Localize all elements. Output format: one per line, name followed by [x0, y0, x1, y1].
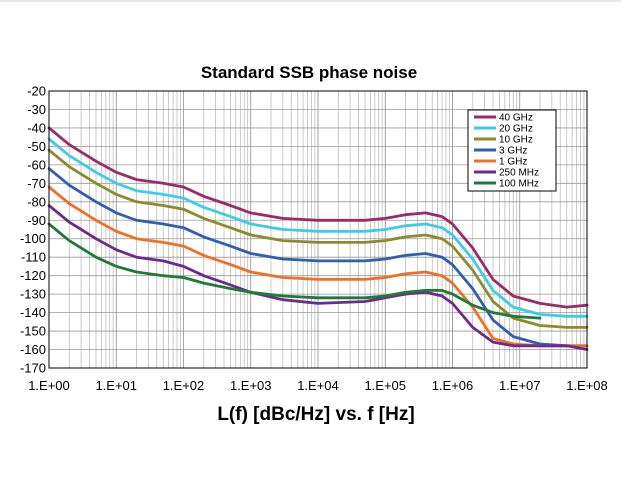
series-line-1-ghz: [47, 185, 589, 348]
legend-label: 1 GHz: [499, 157, 527, 168]
y-tick-label: -140: [20, 305, 46, 320]
y-tick-label: -80: [27, 194, 46, 209]
series-lines: [47, 126, 589, 351]
top-divider: [0, 0, 621, 2]
x-tick-label: 1.E+00: [28, 378, 70, 393]
y-tick-label: -20: [27, 84, 46, 99]
x-tick-label: 1.E+01: [95, 378, 137, 393]
legend-label: 250 MHz: [499, 168, 539, 179]
legend-label: 20 GHz: [499, 124, 533, 135]
series-line-250-mhz: [47, 204, 589, 351]
y-tick-label: -120: [20, 268, 46, 283]
legend-label: 3 GHz: [499, 146, 527, 157]
grid: [48, 90, 587, 369]
series-line-3-ghz: [47, 167, 589, 348]
y-tick-label: -30: [27, 102, 46, 117]
legend-label: 40 GHz: [499, 113, 533, 124]
y-tick-label: -70: [27, 176, 46, 191]
y-tick-label: -170: [20, 361, 46, 376]
series-line-20-ghz: [47, 137, 589, 318]
x-tick-label: 1.E+06: [432, 378, 474, 393]
legend-label: 100 MHz: [499, 179, 539, 190]
series-line-100-mhz: [47, 222, 542, 320]
x-tick-label: 1.E+02: [163, 378, 205, 393]
y-tick-label: -130: [20, 287, 46, 302]
y-tick-label: -160: [20, 342, 46, 357]
chart-title: Standard SSB phase noise: [201, 63, 417, 82]
y-tick-label: -150: [20, 324, 46, 339]
y-tick-label: -50: [27, 139, 46, 154]
x-tick-label: 1.E+07: [499, 378, 541, 393]
y-tick-label: -60: [27, 157, 46, 172]
x-tick-label: 1.E+03: [230, 378, 272, 393]
x-tick-label: 1.E+05: [364, 378, 406, 393]
x-axis-ticks: 1.E+00 1.E+01 1.E+02 1.E+03 1.E+04 1.E+05 1.E+…: [28, 378, 608, 393]
legend-label: 10 GHz: [499, 135, 533, 146]
x-axis-label: L(f) [dBc/Hz] vs. f [Hz]: [217, 404, 414, 425]
y-tick-label: -110: [21, 250, 46, 265]
x-tick-label: 1.E+04: [297, 378, 339, 393]
y-tick-label: -40: [27, 120, 46, 135]
series-line-40-ghz: [47, 126, 589, 309]
plot-frame: [48, 90, 588, 369]
y-tick-label: -90: [27, 213, 46, 228]
x-tick-label: 1.E+08: [566, 378, 608, 393]
y-tick-label: -100: [20, 231, 46, 246]
y-axis-ticks: -20 -30 -40 -50 -60 -70 -80 -90 -100 -110 -120 -130…: [20, 84, 46, 376]
series-line-10-ghz: [47, 148, 589, 329]
